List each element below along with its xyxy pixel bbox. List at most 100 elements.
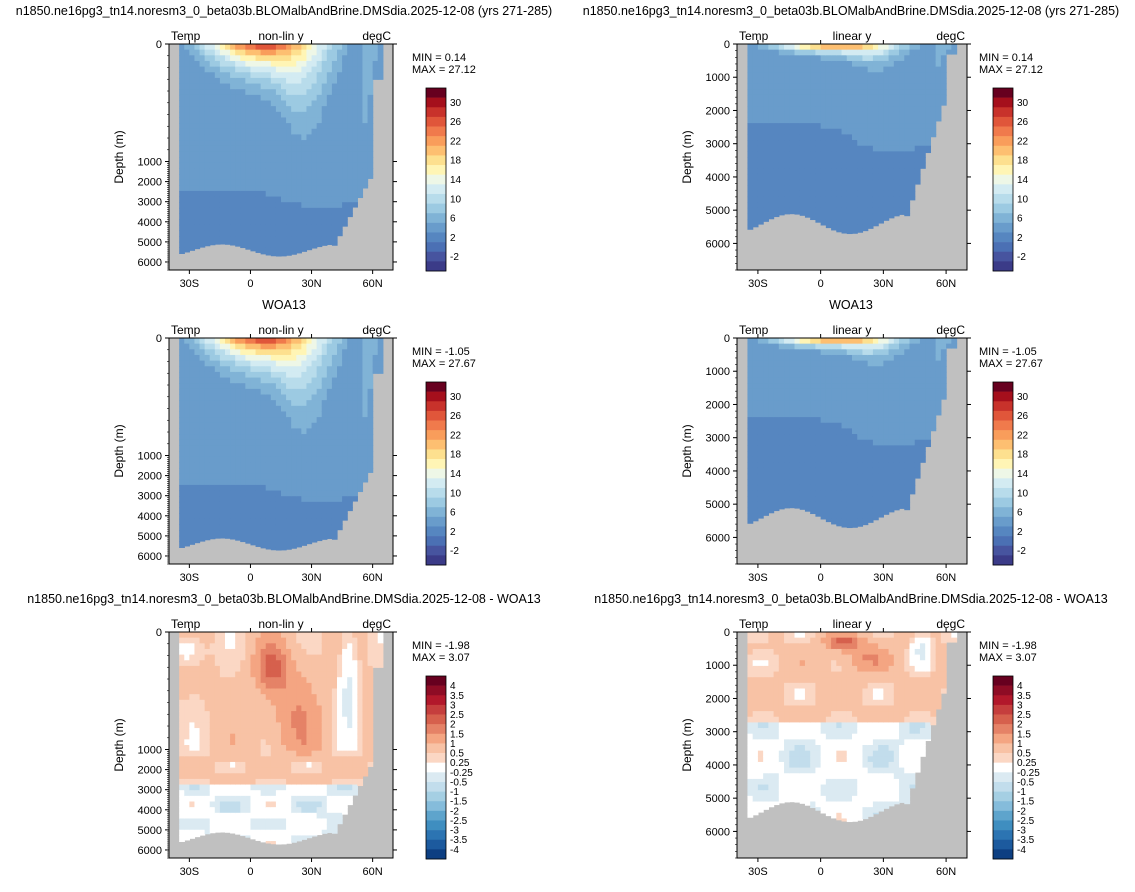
field-cell [847, 423, 853, 429]
field-cell [266, 44, 272, 50]
field-cell [805, 157, 811, 163]
field-cell [189, 236, 195, 242]
field-cell [296, 502, 302, 508]
field-cell [189, 197, 195, 203]
field-cell [747, 123, 753, 129]
field-cell [800, 72, 806, 78]
field-cell [306, 406, 312, 412]
field-cell [312, 541, 318, 542]
field-cell [373, 50, 379, 56]
panel-1: n1850.ne16pg3_tn14.noresm3_0_beta03b.BLO… [16, 4, 552, 290]
field-cell [250, 140, 256, 146]
field-cell [789, 106, 795, 112]
field-cell [327, 383, 333, 389]
field-cell [271, 423, 277, 429]
field-cell [322, 434, 328, 440]
field-cell [894, 117, 900, 123]
field-cell [758, 208, 764, 214]
field-cell [774, 389, 780, 395]
field-cell [378, 355, 384, 361]
field-cell [291, 134, 297, 140]
field-cell [857, 157, 863, 163]
field-cell [317, 140, 323, 146]
field-cell [342, 423, 348, 429]
field-cell [810, 202, 816, 208]
field-cell [815, 180, 821, 186]
field-cell [184, 445, 190, 451]
field-cell [194, 428, 200, 434]
field-cell [312, 496, 318, 502]
field-cell [205, 78, 211, 84]
field-cell [235, 185, 241, 191]
field-cell [276, 468, 282, 474]
field-cell [357, 372, 363, 378]
field-cell [194, 372, 200, 378]
field-cell [235, 451, 241, 457]
field-cell [352, 151, 358, 157]
field-cell [312, 406, 318, 412]
field-cell [200, 134, 206, 140]
field-cell [899, 112, 905, 118]
field-cell [821, 508, 827, 514]
field-cell [261, 185, 267, 191]
field-cell [194, 61, 200, 67]
field-cell [215, 338, 221, 344]
field-cell [245, 541, 251, 543]
field-cell [857, 163, 863, 169]
field-cell [826, 468, 832, 474]
field-cell [810, 134, 816, 140]
field-cell [261, 247, 267, 253]
field-cell [842, 112, 848, 118]
field-cell [784, 468, 790, 474]
field-cell [235, 180, 241, 186]
field-cell [266, 106, 272, 112]
field-cell [784, 395, 790, 401]
field-cell [215, 355, 221, 361]
field-cell [810, 157, 816, 163]
field-cell [826, 208, 832, 214]
field-cell [235, 157, 241, 163]
field-cell [250, 344, 256, 350]
colorbar-swatch [426, 88, 446, 98]
field-cell [779, 129, 785, 135]
field-cell [842, 496, 848, 502]
field-cell [261, 219, 267, 225]
field-cell [836, 445, 842, 451]
field-cell [857, 168, 863, 174]
field-cell [862, 457, 868, 463]
field-cell [883, 197, 889, 203]
field-cell [286, 67, 292, 73]
field-cell [795, 89, 801, 95]
field-cell [784, 423, 790, 429]
field-cell [768, 214, 774, 220]
field-cell [250, 247, 256, 251]
field-cell [306, 378, 312, 384]
field-cell [281, 530, 287, 536]
field-cell [306, 423, 312, 429]
field-cell [368, 366, 374, 372]
field-cell [826, 474, 832, 480]
field-cell [250, 383, 256, 389]
field-cell [312, 434, 318, 440]
x-tick-label: 0 [247, 572, 253, 584]
field-cell [368, 417, 374, 423]
field-cell [205, 468, 211, 474]
field-cell [312, 383, 318, 389]
field-cell [250, 225, 256, 231]
field-cell [189, 541, 195, 544]
field-cell [245, 411, 251, 417]
field-cell [826, 129, 832, 135]
field-cell [332, 383, 338, 389]
field-cell [322, 50, 328, 56]
field-cell [220, 117, 226, 123]
field-cell [261, 134, 267, 140]
field-cell [235, 129, 241, 135]
field-cell [179, 146, 185, 152]
field-cell [327, 112, 333, 118]
field-cell [301, 417, 307, 423]
field-cell [836, 474, 842, 480]
field-cell [857, 474, 863, 480]
field-cell [784, 134, 790, 140]
field-cell [774, 457, 780, 463]
field-cell [322, 400, 328, 406]
